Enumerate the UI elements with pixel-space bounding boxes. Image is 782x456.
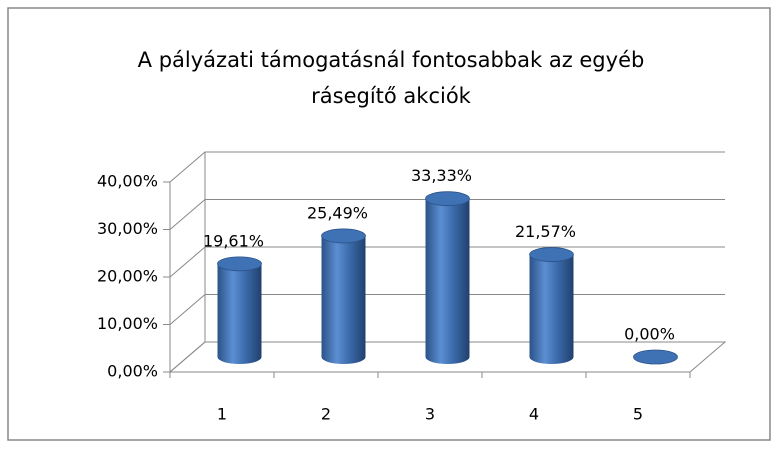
x-tick-label: 5 [633,405,643,424]
bar [217,263,262,365]
bar-top [217,256,262,272]
data-label: 33,33% [411,166,472,185]
bar [425,198,470,365]
bar-top [633,349,678,365]
data-label: 25,49% [307,203,368,222]
bar-top [321,228,366,244]
bar-top [425,191,470,207]
bar [529,254,574,365]
y-tick-label: 20,00% [97,267,158,286]
y-tick-label: 30,00% [97,219,158,238]
grid-line [169,246,725,278]
data-label: 19,61% [203,231,264,250]
bar [321,235,366,364]
data-label: 21,57% [515,222,576,241]
x-tick-label: 1 [217,405,227,424]
x-tick-label: 3 [425,405,435,424]
bar-top [529,247,574,262]
data-label: 0,00% [624,325,675,344]
y-tick-label: 0,00% [107,362,158,381]
y-tick-label: 40,00% [97,172,158,191]
x-tick-label: 2 [321,405,331,424]
chart-border [7,7,771,441]
y-tick-label: 10,00% [97,314,158,333]
x-tick-label: 4 [529,405,539,424]
grid-line [169,151,725,183]
chart-title: A pályázati támogatásnál fontosabbak az … [137,48,645,108]
grid-line [169,199,725,230]
